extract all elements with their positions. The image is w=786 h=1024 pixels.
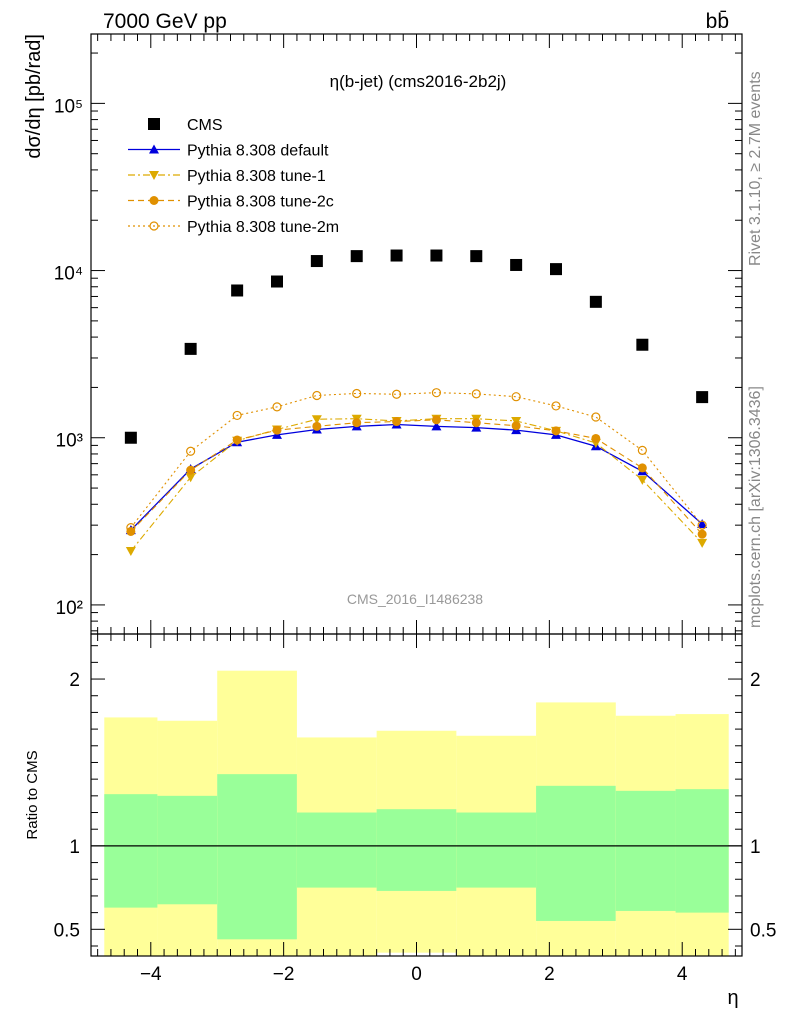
data-point	[511, 421, 521, 431]
energy-label: 7000 GeV pp	[103, 10, 227, 33]
main-title: η(b-jet) (cms2016-2b2j)	[330, 72, 507, 91]
data-point	[636, 338, 649, 351]
data-point	[232, 410, 242, 421]
data-point	[551, 401, 561, 411]
x-tick-label: 2	[544, 964, 555, 985]
data-point	[430, 249, 443, 262]
legend: CMS Pythia 8.308 default Pythia 8.308 tune…	[128, 117, 339, 236]
y-tick-label: 10³	[56, 431, 83, 452]
ratio-inner-band	[536, 785, 616, 921]
ratio-y-tick-label: 2	[69, 670, 80, 691]
data-point	[312, 390, 322, 401]
data-point	[352, 418, 362, 428]
data-point	[125, 547, 136, 557]
y-tick-label: 10⁴	[54, 264, 83, 285]
x-tick-label: 4	[677, 964, 688, 985]
data-point	[186, 465, 196, 475]
rivet-label: Rivet 3.1.10, ≥ 2.7M events	[747, 71, 764, 266]
legend-label: Pythia 8.308 tune-2c	[187, 194, 334, 211]
ratio-y-axis-label: Ratio to CMS	[24, 750, 41, 839]
data-point	[184, 342, 197, 355]
ratio-plot: 0.5 0.5 1 1 2 2 −4 −2 0 2 4 Ratio to CMS η	[24, 633, 776, 1009]
data-point	[470, 250, 483, 263]
x-tick-label: −2	[273, 964, 295, 985]
data-point	[697, 518, 708, 528]
data-point	[696, 391, 709, 404]
series-line	[130, 423, 703, 531]
data-point	[591, 433, 601, 443]
data-point	[510, 258, 523, 271]
ratio-inner-band	[157, 795, 218, 905]
ratio-y-tick-label: 0.5	[54, 920, 80, 941]
data-point	[471, 389, 481, 399]
data-point	[431, 388, 442, 398]
data-point	[431, 421, 442, 431]
ratio-y-tick-label: 2	[750, 670, 761, 691]
data-point	[697, 538, 708, 548]
data-point	[550, 263, 562, 276]
data-point	[185, 473, 196, 483]
data-point	[311, 415, 322, 425]
legend-marker	[149, 171, 159, 180]
data-point	[390, 249, 403, 262]
ratio-inner-band	[296, 812, 377, 888]
mcplots-label: mcplots.cern.ch [arXiv:1306.3436]	[747, 386, 764, 628]
legend-marker	[149, 196, 159, 205]
data-point	[231, 284, 244, 297]
ratio-y-tick-label: 1	[69, 837, 80, 858]
x-tick-label: −4	[140, 964, 162, 985]
data-point	[471, 418, 481, 428]
data-point	[271, 275, 283, 288]
legend-label: Pythia 8.308 default	[187, 143, 329, 160]
data-point	[124, 431, 137, 444]
ratio-inner-band	[675, 789, 729, 913]
series-line	[130, 419, 703, 535]
y-tick-label: 10⁵	[54, 96, 83, 117]
y-axis-label: dσ/dη [pb/rad]	[23, 34, 45, 159]
data-point	[637, 445, 647, 455]
ratio-inner-band	[217, 774, 297, 940]
watermark: CMS_2016_I1486238	[347, 591, 483, 607]
data-point	[272, 402, 282, 412]
ratio-inner-band	[456, 812, 537, 888]
data-point	[591, 412, 601, 422]
data-point	[126, 523, 136, 533]
ratio-inner-band	[376, 809, 457, 891]
data-point	[589, 295, 602, 308]
legend-marker	[149, 144, 159, 154]
x-tick-label: 0	[411, 964, 422, 985]
data-point	[272, 425, 282, 435]
data-point	[511, 392, 521, 402]
ratio-y-tick-label: 0.5	[750, 920, 776, 941]
legend-label: Pythia 8.308 tune-2m	[187, 219, 339, 236]
legend-label: Pythia 8.308 tune-1	[187, 168, 326, 185]
data-point	[352, 388, 362, 399]
legend-label: CMS	[187, 117, 223, 134]
data-point	[310, 255, 323, 268]
data-point	[186, 446, 196, 456]
series-line	[130, 418, 703, 552]
data-point	[697, 529, 707, 539]
data-point	[391, 389, 402, 399]
data-point	[637, 475, 648, 485]
data-point	[431, 415, 441, 425]
y-tick-label: 10²	[56, 598, 83, 619]
data-point	[232, 435, 242, 445]
ratio-inner-band	[104, 794, 158, 908]
legend-marker	[148, 118, 160, 130]
main-plot: η(b-jet) (cms2016-2b2j) CMS_2016_I148623…	[23, 33, 743, 635]
ratio-inner-band	[615, 790, 676, 911]
data-point	[312, 421, 322, 431]
x-axis-label: η	[727, 987, 738, 1009]
series-line	[130, 392, 703, 528]
data-point	[697, 520, 707, 530]
ratio-y-tick-label: 1	[750, 837, 761, 858]
data-point	[551, 426, 561, 436]
data-point	[350, 250, 363, 263]
process-label: bb̄	[706, 10, 729, 33]
legend-marker	[149, 221, 159, 231]
data-point	[392, 417, 402, 427]
data-point	[637, 463, 647, 473]
